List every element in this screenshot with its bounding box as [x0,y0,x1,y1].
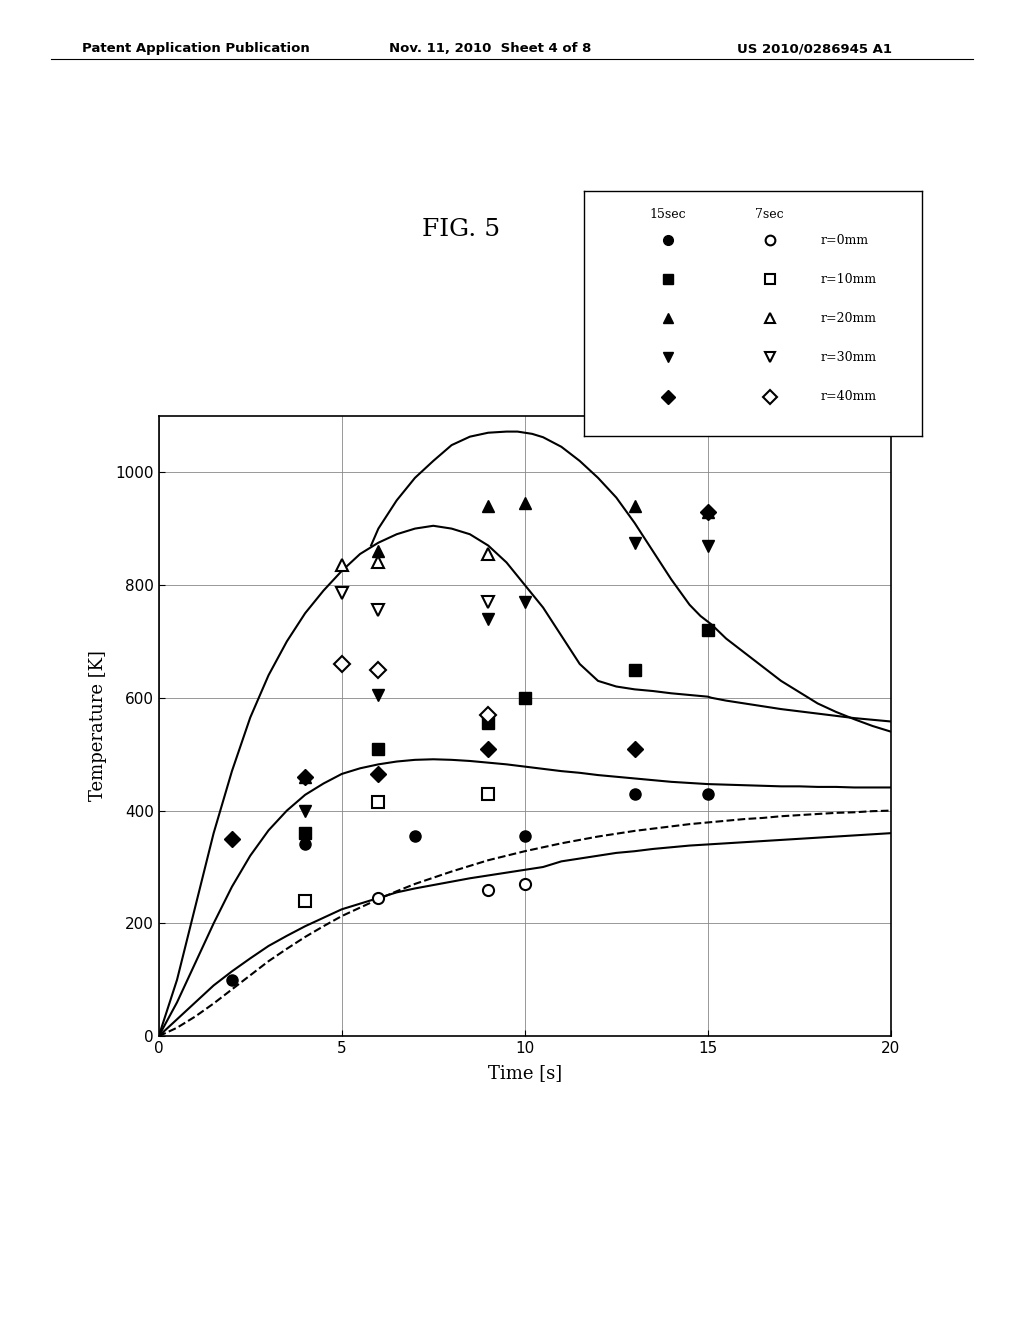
Text: r=30mm: r=30mm [820,351,877,364]
Text: r=20mm: r=20mm [820,312,877,325]
Y-axis label: Temperature [K]: Temperature [K] [89,651,108,801]
Text: r=0mm: r=0mm [820,234,868,247]
Text: r=40mm: r=40mm [820,389,877,403]
Text: Nov. 11, 2010  Sheet 4 of 8: Nov. 11, 2010 Sheet 4 of 8 [389,42,592,55]
Text: r=10mm: r=10mm [820,273,877,286]
Text: FIG. 5: FIG. 5 [422,218,500,240]
X-axis label: Time [s]: Time [s] [487,1064,562,1082]
Text: US 2010/0286945 A1: US 2010/0286945 A1 [737,42,892,55]
Text: Patent Application Publication: Patent Application Publication [82,42,309,55]
Text: 15sec: 15sec [650,209,686,222]
Text: 7sec: 7sec [756,209,783,222]
